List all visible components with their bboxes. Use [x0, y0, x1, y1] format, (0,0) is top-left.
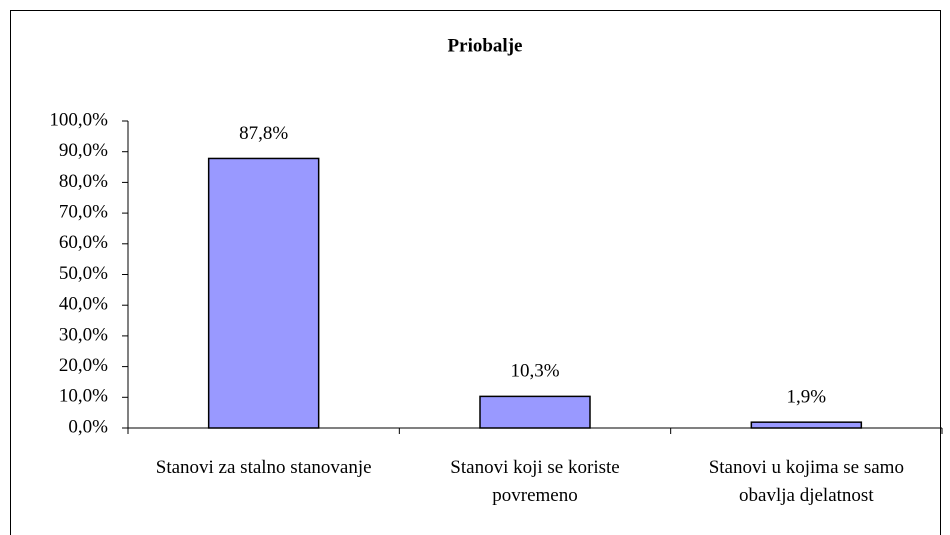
y-tick-label: 30,0%: [59, 324, 108, 345]
bar: [750, 421, 863, 429]
y-tick-label: 40,0%: [59, 294, 108, 315]
y-tick-label: 60,0%: [59, 232, 108, 253]
x-tick-label: Stanovi u kojima se samo obavlja djelatn…: [708, 457, 904, 506]
chart-title: Priobalje: [448, 35, 523, 56]
data-label: 87,8%: [239, 123, 288, 144]
y-tick-label: 90,0%: [59, 140, 108, 161]
y-tick-label: 20,0%: [59, 355, 108, 376]
y-tick-label: 70,0%: [59, 201, 108, 222]
y-tick-label: 100,0%: [49, 109, 108, 130]
chart-frame: [10, 10, 941, 535]
x-tick-label: Stanovi za stalno stanovanje: [155, 457, 372, 478]
data-label: 1,9%: [787, 387, 827, 408]
x-tick-label: Stanovi koji se koriste povremeno: [450, 457, 620, 506]
y-tick-label: 0,0%: [68, 416, 108, 437]
bar: [207, 157, 320, 429]
data-label: 10,3%: [510, 361, 559, 382]
y-tick-label: 50,0%: [59, 263, 108, 284]
y-tick-label: 80,0%: [59, 171, 108, 192]
y-tick-label: 10,0%: [59, 386, 108, 407]
bar: [479, 395, 591, 429]
